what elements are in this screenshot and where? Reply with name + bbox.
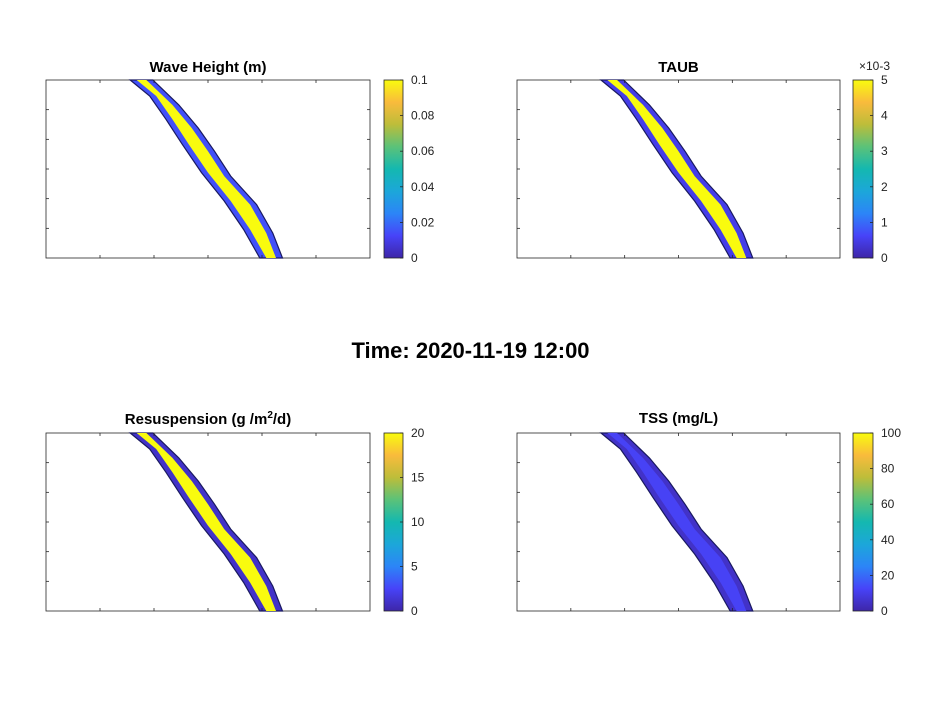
resuspension-title-main: Resuspension (g /m xyxy=(124,411,268,428)
colorbar-tick-label-1-4: 4 xyxy=(881,109,888,123)
panel-title-tss: TSS (mg/L) xyxy=(638,410,719,427)
colorbar-tick-label-3-3: 60 xyxy=(881,497,895,511)
colorbar-tick-label-2-4: 20 xyxy=(411,426,425,440)
colorbar-tick-label-2-0: 0 xyxy=(411,604,418,618)
colorbar-tick-label-1-1: 1 xyxy=(881,215,888,229)
colorbar-tick-label-0-3: 0.06 xyxy=(411,144,435,158)
colorbar-tick-label-2-2: 10 xyxy=(411,515,425,529)
panel-title-resuspension: Resuspension (g /m2/d) xyxy=(46,410,370,428)
colorbar-tick-label-1-3: 3 xyxy=(881,144,888,158)
river-field-1 xyxy=(607,80,747,258)
colorbar-tick-label-3-1: 20 xyxy=(881,568,895,582)
colorbar-tick-label-0-5: 0.1 xyxy=(411,73,428,87)
colorbar-tick-label-1-2: 2 xyxy=(881,180,888,194)
river-field-0 xyxy=(136,80,276,258)
colorbar-tick-label-0-4: 0.08 xyxy=(411,109,435,123)
colorbar-3 xyxy=(852,432,874,612)
figure-main-title: Time: 2020-11-19 12:00 xyxy=(351,338,590,363)
colorbar-tick-label-2-3: 15 xyxy=(411,471,425,485)
colorbar-tick-label-3-5: 100 xyxy=(881,426,901,440)
colorbar-tick-label-2-1: 5 xyxy=(411,560,418,574)
colorbar-tick-label-1-0: 0 xyxy=(881,251,888,265)
colorbar-tick-label-1-5: 5 xyxy=(881,73,888,87)
colorbar-tick-label-0-0: 0 xyxy=(411,251,418,265)
panel-title-wave-height: Wave Height (m) xyxy=(149,59,267,76)
colorbar-tick-label-3-4: 80 xyxy=(881,462,895,476)
colorbar-0 xyxy=(383,79,404,259)
resuspension-title-tail: /d) xyxy=(272,411,292,428)
colorbar-tick-label-3-0: 0 xyxy=(881,604,888,618)
river-field-3 xyxy=(607,433,747,611)
river-field-2 xyxy=(136,433,276,611)
colorbar-tick-label-0-1: 0.02 xyxy=(411,215,435,229)
colorbar-exponent-1: ×10-3 xyxy=(859,59,890,73)
colorbar-tick-label-3-2: 40 xyxy=(881,533,895,547)
panel-title-taub: TAUB xyxy=(658,59,699,76)
resuspension-title-sup: 2 xyxy=(267,410,273,421)
colorbar-1 xyxy=(852,79,874,259)
colorbar-tick-label-0-2: 0.04 xyxy=(411,180,435,194)
